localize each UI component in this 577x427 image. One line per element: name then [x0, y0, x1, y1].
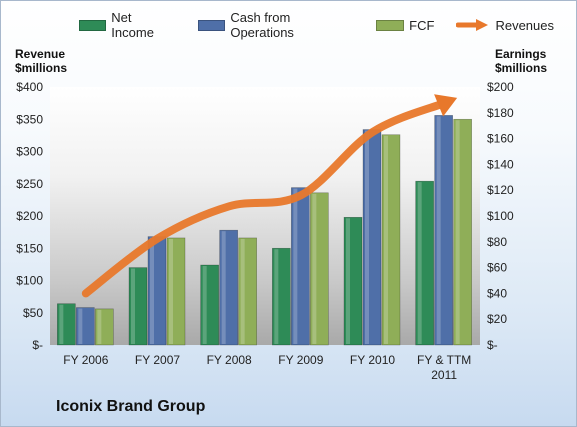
- left-tick-label: $-: [32, 338, 43, 352]
- bar-highlight: [293, 188, 298, 344]
- bar-highlight: [150, 237, 154, 344]
- bar-highlight: [59, 304, 64, 344]
- right-tick-label: $60: [487, 261, 507, 275]
- legend-arrow-icon: [456, 19, 489, 31]
- bar-fcf: [95, 308, 114, 346]
- bar-fcf: [238, 237, 257, 346]
- right-tick-label: $180: [487, 106, 514, 120]
- right-tick-label: $40: [487, 286, 507, 300]
- chart-title: Iconix Brand Group: [56, 398, 206, 415]
- left-axis-title-line-2: $millions: [15, 61, 68, 75]
- bar-highlight: [365, 130, 369, 344]
- x-tick-label: FY 2009: [278, 353, 323, 367]
- left-axis-title-line-1: Revenue: [15, 47, 66, 61]
- bar-fcf: [453, 118, 472, 346]
- bar-highlight: [97, 309, 102, 344]
- legend-swatch-cash-from-operations: [198, 19, 226, 31]
- legend-label-cash-from-operations: Cash from Operations: [230, 10, 294, 40]
- bar-highlight: [274, 249, 279, 344]
- left-axis-ticks: $- $50 $100 $150 $200 $250 $300 $350 $400: [16, 80, 43, 352]
- bar-highlight: [384, 135, 388, 344]
- bar-net-income: [272, 247, 291, 346]
- left-tick-label: $100: [16, 274, 43, 288]
- bar-highlight: [455, 120, 460, 344]
- right-tick-label: $160: [487, 132, 514, 146]
- x-tick-label: FY 2010: [350, 353, 395, 367]
- bar-net-income: [57, 303, 76, 346]
- left-tick-label: $400: [16, 80, 43, 94]
- legend-label-net-income: Net Income: [111, 10, 154, 40]
- left-axis-title: Revenue $millions: [15, 47, 67, 75]
- left-tick-label: $150: [16, 241, 43, 255]
- bar-highlight: [221, 231, 226, 344]
- x-tick-label: FY & TTM: [417, 353, 471, 367]
- right-axis-title-line-2: $millions: [495, 61, 548, 75]
- bar-cash-from-operations: [291, 187, 310, 346]
- bars-group: [57, 115, 472, 346]
- revenue-line-group: [81, 94, 458, 298]
- bar-highlight: [131, 268, 135, 344]
- right-tick-label: $140: [487, 157, 514, 171]
- legend-label-fcf: FCF: [409, 17, 435, 33]
- bar-cash-from-operations: [76, 307, 95, 346]
- revenue-arrowhead: [434, 94, 458, 117]
- legend-item-fcf: FCF: [376, 18, 434, 33]
- bar-fcf: [166, 237, 186, 346]
- bar-fcf: [381, 134, 401, 346]
- bar-highlight: [78, 308, 83, 344]
- legend-swatch-net-income: [79, 19, 107, 31]
- x-axis-ticks: FY 2006 FY 2007 FY 2008 FY 2009 FY 2010 FY & …: [63, 353, 471, 382]
- right-tick-label: $120: [487, 183, 514, 197]
- legend: Net Income Cash from Operations FCF Reve…: [79, 10, 576, 40]
- bar-net-income: [200, 264, 219, 346]
- right-axis-title-line-1: Earnings: [495, 47, 547, 61]
- right-tick-label: $80: [487, 235, 507, 249]
- legend-item-cash-from-operations: Cash from Operations: [198, 10, 354, 40]
- right-axis-ticks: $- $20 $40 $60 $80 $100 $120 $140 $160 $180 $200: [487, 80, 514, 352]
- right-tick-label: $20: [487, 312, 507, 326]
- bar-cash-from-operations: [219, 229, 238, 346]
- bar-net-income: [343, 216, 363, 346]
- bar-highlight: [436, 116, 441, 344]
- bar-highlight: [169, 238, 173, 344]
- bar-highlight: [312, 193, 317, 344]
- legend-swatch-fcf: [376, 19, 405, 31]
- x-tick-label: FY 2007: [135, 353, 180, 367]
- legend-label-revenues: Revenues: [495, 17, 554, 33]
- x-tick-label: FY 2006: [63, 353, 108, 367]
- right-tick-label: $-: [487, 338, 498, 352]
- bar-highlight: [202, 266, 207, 344]
- revenue-line: [81, 99, 449, 298]
- right-tick-label: $100: [487, 209, 514, 223]
- bar-net-income: [415, 180, 434, 346]
- bar-net-income: [128, 267, 148, 346]
- right-axis-title: Earnings $millions: [495, 47, 547, 75]
- legend-item-net-income: Net Income: [79, 10, 176, 40]
- bar-highlight: [417, 182, 422, 344]
- bar-highlight: [346, 218, 350, 344]
- bar-highlight: [240, 238, 245, 344]
- legend-item-revenues: Revenues: [456, 18, 554, 33]
- left-tick-label: $250: [16, 177, 43, 191]
- bar-fcf: [310, 192, 329, 346]
- left-tick-label: $50: [23, 306, 43, 320]
- left-tick-label: $300: [16, 145, 43, 159]
- left-tick-label: $200: [16, 209, 43, 223]
- left-tick-label: $350: [16, 112, 43, 126]
- x-tick-label: 2011: [431, 368, 457, 382]
- right-tick-label: $200: [487, 80, 514, 94]
- plot-area: [50, 87, 480, 345]
- x-tick-label: FY 2008: [207, 353, 252, 367]
